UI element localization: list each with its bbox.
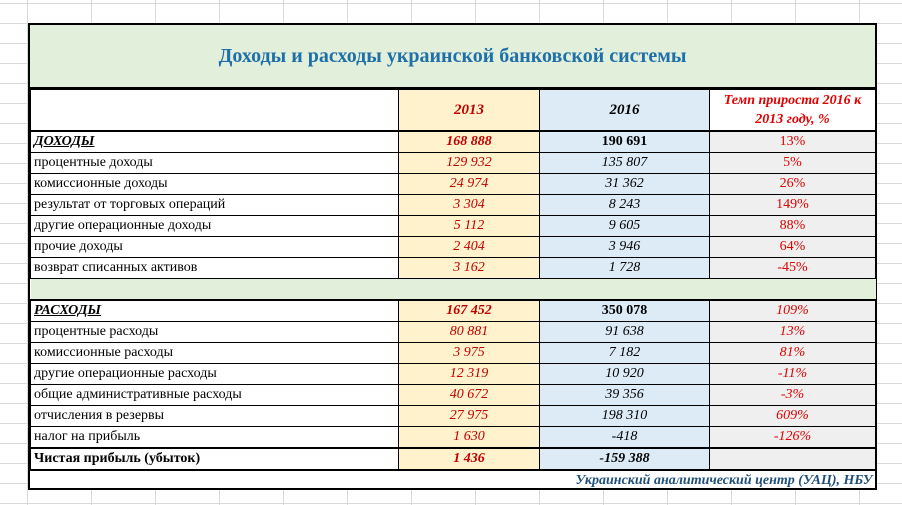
cell-growth[interactable]: 26%	[709, 173, 876, 195]
table-title: Доходы и расходы украинской банковской с…	[30, 25, 875, 89]
cell-2013[interactable]: 24 974	[398, 173, 540, 195]
table-row: процентные расходы 80 881 91 638 13%	[30, 321, 876, 343]
cell-2013[interactable]: 3 162	[398, 257, 540, 279]
income-2013[interactable]: 168 888	[398, 130, 540, 153]
cell-2016[interactable]: 31 362	[539, 173, 710, 195]
table-row: налог на прибыль 1 630 -418 -126%	[30, 426, 876, 449]
net-profit-row: Чистая прибыль (убыток) 1 436 -159 388	[30, 447, 876, 471]
cell-2013[interactable]: 5 112	[398, 215, 540, 237]
row-label[interactable]: комиссионные доходы	[30, 173, 399, 195]
income-growth[interactable]: 13%	[709, 130, 876, 153]
source-row: Украинский аналитический центр (УАЦ), НБ…	[31, 470, 876, 491]
income-label[interactable]: ДОХОДЫ	[30, 130, 399, 153]
cell-2016[interactable]: 8 243	[539, 194, 710, 216]
cell-2013[interactable]: 40 672	[398, 384, 540, 406]
cell-2016[interactable]: 7 182	[539, 342, 710, 364]
expenses-2013[interactable]: 167 452	[398, 299, 540, 322]
net-profit-2013[interactable]: 1 436	[398, 447, 540, 471]
row-label[interactable]: общие административные расходы	[30, 384, 399, 406]
net-profit-2016[interactable]: -159 388	[539, 447, 710, 471]
expenses-2016[interactable]: 350 078	[539, 299, 710, 322]
row-label[interactable]: результат от торговых операций	[30, 194, 399, 216]
cell-growth[interactable]: 88%	[709, 215, 876, 237]
cell-growth[interactable]: -126%	[709, 426, 876, 449]
header-growth[interactable]: Темп прироста 2016 к 2013 году, %	[709, 89, 876, 132]
cell-2013[interactable]: 3 975	[398, 342, 540, 364]
cell-2016[interactable]: 198 310	[539, 405, 710, 427]
table-row: другие операционные доходы 5 112 9 605 88%	[30, 215, 876, 237]
row-label[interactable]: комиссионные расходы	[30, 342, 399, 364]
table-row: общие административные расходы 40 672 39 3…	[30, 384, 876, 406]
separator-cell	[30, 278, 876, 301]
cell-2013[interactable]: 2 404	[398, 236, 540, 258]
net-profit-label[interactable]: Чистая прибыль (убыток)	[30, 447, 399, 471]
header-empty-cell[interactable]	[30, 89, 399, 132]
cell-growth[interactable]: 149%	[709, 194, 876, 216]
income-total-row: ДОХОДЫ 168 888 190 691 13%	[30, 130, 876, 153]
table-row: возврат списанных активов 3 162 1 728 -45%	[30, 257, 876, 279]
cell-2013[interactable]: 3 304	[398, 194, 540, 216]
cell-growth[interactable]: 64%	[709, 236, 876, 258]
row-label[interactable]: возврат списанных активов	[30, 257, 399, 279]
cell-2016[interactable]: 135 807	[539, 152, 710, 174]
net-profit-growth[interactable]	[709, 447, 876, 471]
table-row: прочие доходы 2 404 3 946 64%	[30, 236, 876, 258]
cell-2013[interactable]: 129 932	[398, 152, 540, 174]
header-row: 2013 2016 Темп прироста 2016 к 2013 году…	[30, 89, 876, 132]
table-row: отчисления в резервы 27 975 198 310 609%	[30, 405, 876, 427]
expenses-total-row: РАСХОДЫ 167 452 350 078 109%	[30, 299, 876, 322]
income-2016[interactable]: 190 691	[539, 130, 710, 153]
row-label[interactable]: прочие доходы	[30, 236, 399, 258]
cell-growth[interactable]: 13%	[709, 321, 876, 343]
cell-growth[interactable]: -11%	[709, 363, 876, 385]
table-row: комиссионные расходы 3 975 7 182 81%	[30, 342, 876, 364]
cell-2013[interactable]: 27 975	[398, 405, 540, 427]
spreadsheet-table: Доходы и расходы украинской банковской с…	[28, 23, 877, 490]
table-row: другие операционные расходы 12 319 10 920-…	[30, 363, 876, 385]
cell-growth[interactable]: -45%	[709, 257, 876, 279]
header-2016[interactable]: 2016	[539, 89, 710, 132]
table-row: процентные доходы 129 932 135 807 5%	[30, 152, 876, 174]
cell-growth[interactable]: 5%	[709, 152, 876, 174]
cell-2016[interactable]: 39 356	[539, 384, 710, 406]
cell-growth[interactable]: 81%	[709, 342, 876, 364]
expenses-growth[interactable]: 109%	[709, 299, 876, 322]
data-table: 2013 2016 Темп прироста 2016 к 2013 году…	[30, 89, 876, 491]
cell-2016[interactable]: 10 920	[539, 363, 710, 385]
cell-2016[interactable]: 1 728	[539, 257, 710, 279]
cell-2016[interactable]: 9 605	[539, 215, 710, 237]
cell-2016[interactable]: 91 638	[539, 321, 710, 343]
expenses-label[interactable]: РАСХОДЫ	[30, 299, 399, 322]
table-row: комиссионные доходы 24 974 31 362 26%	[30, 173, 876, 195]
header-2013[interactable]: 2013	[398, 89, 540, 132]
row-label[interactable]: отчисления в резервы	[30, 405, 399, 427]
cell-2013[interactable]: 80 881	[398, 321, 540, 343]
separator-row	[30, 278, 876, 301]
row-label[interactable]: другие операционные доходы	[30, 215, 399, 237]
cell-growth[interactable]: 609%	[709, 405, 876, 427]
cell-2016[interactable]: -418	[539, 426, 710, 449]
cell-2013[interactable]: 12 319	[398, 363, 540, 385]
row-label[interactable]: процентные расходы	[30, 321, 399, 343]
table-row: результат от торговых операций 3 304 8 243…	[30, 194, 876, 216]
cell-2016[interactable]: 3 946	[539, 236, 710, 258]
row-label[interactable]: налог на прибыль	[30, 426, 399, 449]
cell-2013[interactable]: 1 630	[398, 426, 540, 449]
cell-growth[interactable]: -3%	[709, 384, 876, 406]
row-label[interactable]: другие операционные расходы	[30, 363, 399, 385]
source-note: Украинский аналитический центр (УАЦ), НБ…	[575, 473, 873, 488]
row-label[interactable]: процентные доходы	[30, 152, 399, 174]
